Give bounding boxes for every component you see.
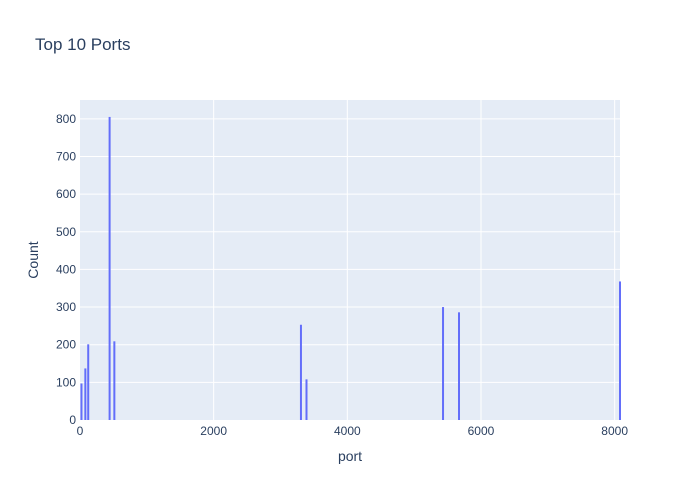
bar[interactable] xyxy=(458,312,461,420)
x-tick-label: 4000 xyxy=(334,424,361,438)
bar[interactable] xyxy=(113,341,116,420)
x-tick-label: 8000 xyxy=(601,424,628,438)
y-axis-ticks: 0 100 200 300 400 500 600 700 800 xyxy=(56,112,76,427)
y-tick-label: 400 xyxy=(56,262,76,276)
y-tick-label: 0 xyxy=(69,413,76,427)
bar[interactable] xyxy=(80,383,83,420)
x-tick-label: 6000 xyxy=(468,424,495,438)
y-tick-label: 100 xyxy=(56,375,76,389)
gridlines xyxy=(80,100,620,420)
chart-title: Top 10 Ports xyxy=(35,35,130,54)
bar[interactable] xyxy=(108,116,111,421)
bar[interactable] xyxy=(442,307,445,420)
x-axis-label: port xyxy=(338,448,362,464)
y-tick-label: 300 xyxy=(56,300,76,314)
plot-area xyxy=(80,100,620,420)
y-tick-label: 700 xyxy=(56,149,76,163)
bar[interactable] xyxy=(299,324,302,420)
bars xyxy=(80,116,621,421)
x-tick-label: 2000 xyxy=(200,424,227,438)
bar[interactable] xyxy=(619,281,621,420)
y-tick-label: 600 xyxy=(56,187,76,201)
x-tick-label: 0 xyxy=(77,424,84,438)
bar[interactable] xyxy=(84,368,87,420)
bar[interactable] xyxy=(87,344,90,420)
x-axis-ticks: 0 2000 4000 6000 8000 xyxy=(77,424,629,438)
y-tick-label: 200 xyxy=(56,338,76,352)
y-axis-label: Count xyxy=(25,241,41,278)
y-tick-label: 500 xyxy=(56,225,76,239)
bar[interactable] xyxy=(305,379,308,420)
y-tick-label: 800 xyxy=(56,112,76,126)
